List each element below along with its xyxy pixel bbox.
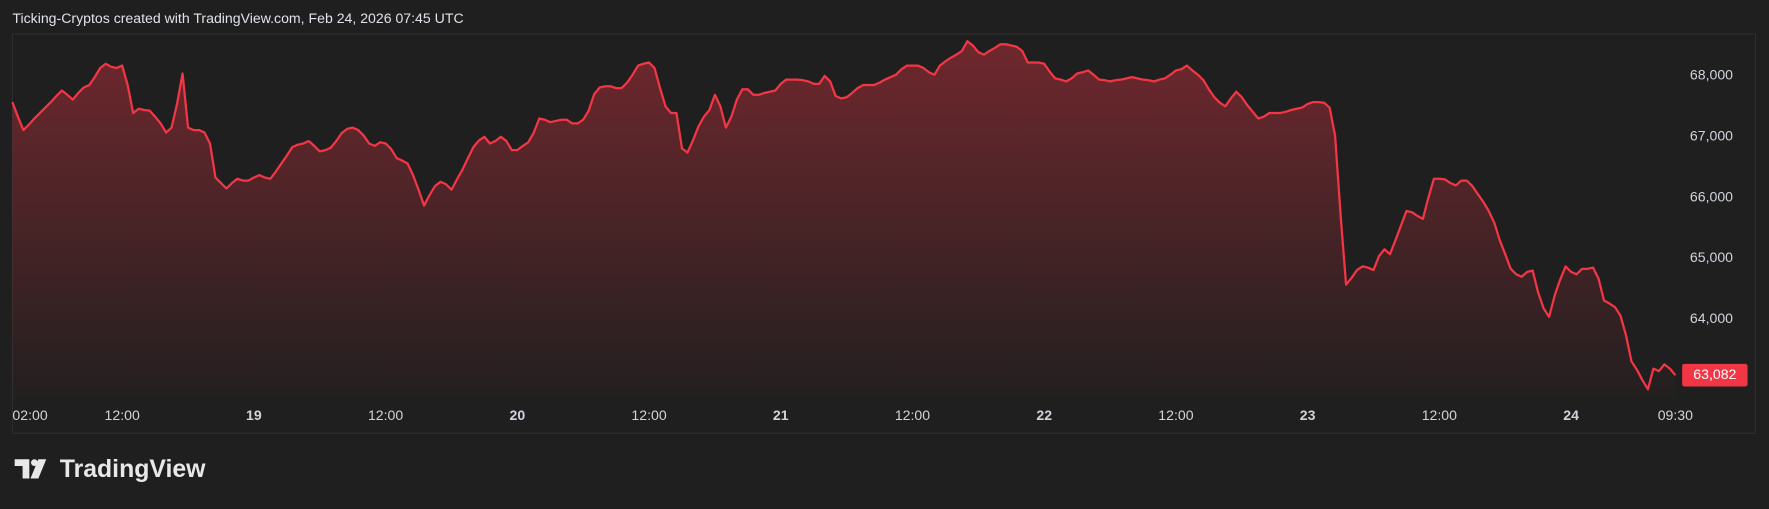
logo-text: TradingView [60, 456, 206, 483]
y-tick-label: 66,000 [1690, 188, 1733, 204]
x-tick-label: 20 [509, 407, 525, 423]
x-tick-label: 02:00 [12, 407, 47, 423]
last-price-box [1682, 363, 1748, 387]
x-tick-label: 22 [1036, 407, 1052, 423]
x-tick-label: 12:00 [105, 407, 140, 423]
x-tick-label: 21 [773, 407, 789, 423]
logo-icon [30, 459, 47, 479]
y-tick-label: 65,000 [1690, 249, 1733, 265]
header-text: Ticking-Cryptos created with TradingView… [12, 10, 463, 26]
y-tick-label: 64,000 [1690, 310, 1733, 326]
x-tick-label: 12:00 [1158, 407, 1193, 423]
logo [14, 459, 47, 479]
x-tick-label: 09:30 [1658, 407, 1693, 423]
x-tick-label: 12:00 [895, 407, 930, 423]
y-tick-label: 67,000 [1690, 127, 1733, 143]
logo-icon [31, 459, 38, 467]
price-line [11, 40, 1677, 391]
x-tick-label: 12:00 [1422, 407, 1457, 423]
x-tick-label: 12:00 [368, 407, 403, 423]
last-price-label: 63,082 [1693, 366, 1736, 382]
area-fill [12, 41, 1676, 398]
logo-icon [14, 459, 30, 479]
x-tick-label: 24 [1563, 407, 1579, 423]
x-tick-label: 19 [246, 407, 262, 423]
x-tick-label: 23 [1300, 407, 1316, 423]
y-tick-label: 68,000 [1690, 67, 1733, 83]
x-tick-label: 12:00 [631, 407, 666, 423]
